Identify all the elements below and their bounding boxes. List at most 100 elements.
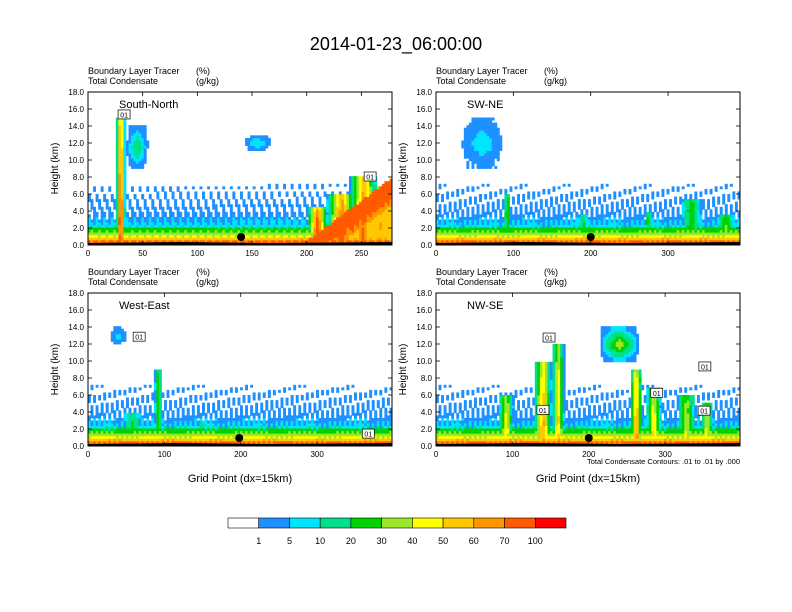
heatmap-cell: [438, 237, 442, 241]
heatmap-cell: [386, 206, 390, 210]
heatmap-cell: [115, 232, 119, 236]
heatmap-cell: [326, 216, 330, 220]
heatmap-cell: [260, 148, 264, 152]
heatmap-cell: [389, 181, 392, 185]
heatmap-cell: [446, 191, 450, 195]
heatmap-cell: [336, 232, 340, 236]
heatmap-cell: [364, 232, 368, 236]
heatmap-cell: [354, 183, 357, 187]
heatmap-cell: [280, 234, 284, 238]
heatmap-cell: [474, 153, 477, 157]
y-tick-label: 18.0: [416, 88, 432, 97]
heatmap-cell: [610, 209, 614, 213]
heatmap-cell: [303, 199, 307, 203]
heatmap-cell: [209, 232, 213, 236]
heatmap-cell: [120, 328, 124, 332]
heatmap-cell: [565, 237, 569, 241]
heatmap-cell: [232, 239, 236, 243]
heatmap-cell: [479, 234, 482, 238]
heatmap-cell: [105, 201, 109, 205]
heatmap-cell: [313, 219, 317, 223]
heatmap-cell: [118, 420, 122, 424]
heatmap-cell: [293, 224, 297, 228]
heatmap-cell: [481, 135, 485, 139]
heatmap-cell: [115, 125, 119, 129]
heatmap-cell: [128, 132, 132, 136]
heatmap-cell: [123, 410, 127, 414]
heatmap-cell: [550, 201, 553, 205]
heatmap-cell: [486, 237, 490, 241]
heatmap-cell: [95, 216, 99, 220]
heatmap-cell: [143, 229, 147, 233]
heatmap-cell: [691, 222, 695, 225]
heatmap-cell: [458, 237, 462, 241]
heatmap-cell: [336, 199, 340, 203]
heatmap-cell: [577, 201, 581, 205]
heatmap-cell: [98, 219, 102, 223]
heatmap-cell: [267, 232, 271, 236]
heatmap-cell: [732, 222, 736, 225]
heatmap-cell: [595, 232, 599, 236]
heatmap-cell: [441, 214, 444, 218]
heatmap-cell: [158, 224, 162, 228]
heatmap-cell: [476, 163, 480, 167]
heatmap-cell: [712, 219, 716, 223]
heatmap-cell: [103, 430, 107, 434]
heatmap-cell: [136, 132, 140, 136]
heatmap-cell: [113, 420, 117, 424]
heatmap-cell: [386, 199, 390, 203]
heatmap-cell: [176, 222, 180, 225]
heatmap-cell: [669, 204, 672, 208]
heatmap-cell: [270, 224, 274, 228]
heatmap-cell: [381, 234, 385, 238]
heatmap-cell: [141, 158, 145, 162]
heatmap-cell: [219, 237, 223, 241]
heatmap-cell: [669, 237, 672, 241]
heatmap-cell: [126, 194, 129, 197]
heatmap-cell: [661, 209, 665, 213]
heatmap-cell: [126, 420, 129, 424]
heatmap-cell: [653, 234, 657, 238]
heatmap-cell: [136, 239, 140, 243]
heatmap-cell: [260, 135, 264, 139]
heatmap-cell: [118, 326, 122, 330]
heatmap-cell: [620, 227, 624, 231]
heatmap-cell: [471, 219, 475, 223]
heatmap-cell: [681, 224, 685, 228]
heatmap-cell: [651, 191, 655, 195]
heatmap-cell: [537, 229, 541, 233]
heatmap-cell: [179, 194, 183, 197]
heatmap-cell: [623, 214, 627, 218]
panel-header: Total Condensate: [88, 76, 158, 86]
heatmap-cell: [186, 222, 190, 225]
heatmap-cell: [658, 222, 662, 225]
heatmap-cell: [532, 196, 536, 200]
heatmap-cell: [328, 229, 332, 233]
heatmap-cell: [481, 153, 485, 157]
heatmap-cell: [626, 199, 629, 203]
heatmap-cell: [98, 237, 102, 241]
heatmap-cell: [255, 196, 259, 200]
heatmap-cell: [341, 227, 345, 231]
heatmap-cell: [184, 206, 188, 210]
heatmap-cell: [232, 224, 236, 228]
heatmap-cell: [354, 222, 357, 225]
heatmap-cell: [176, 239, 180, 243]
heatmap-cell: [547, 188, 551, 192]
heatmap-cell: [169, 227, 172, 231]
heatmap-cell: [486, 155, 490, 159]
heatmap-cell: [491, 125, 495, 129]
heatmap-cell: [123, 234, 127, 238]
heatmap-cell: [615, 222, 619, 225]
heatmap-cell: [136, 201, 140, 205]
y-tick-label: 12.0: [416, 139, 432, 148]
heatmap-cell: [118, 153, 122, 157]
heatmap-cell: [240, 219, 243, 223]
heatmap-cell: [386, 204, 390, 208]
heatmap-cell: [494, 209, 498, 213]
heatmap-cell: [118, 336, 122, 340]
heatmap-cell: [123, 178, 127, 182]
heatmap-cell: [499, 239, 503, 243]
heatmap-cell: [136, 148, 140, 152]
heatmap-cell: [118, 239, 122, 243]
